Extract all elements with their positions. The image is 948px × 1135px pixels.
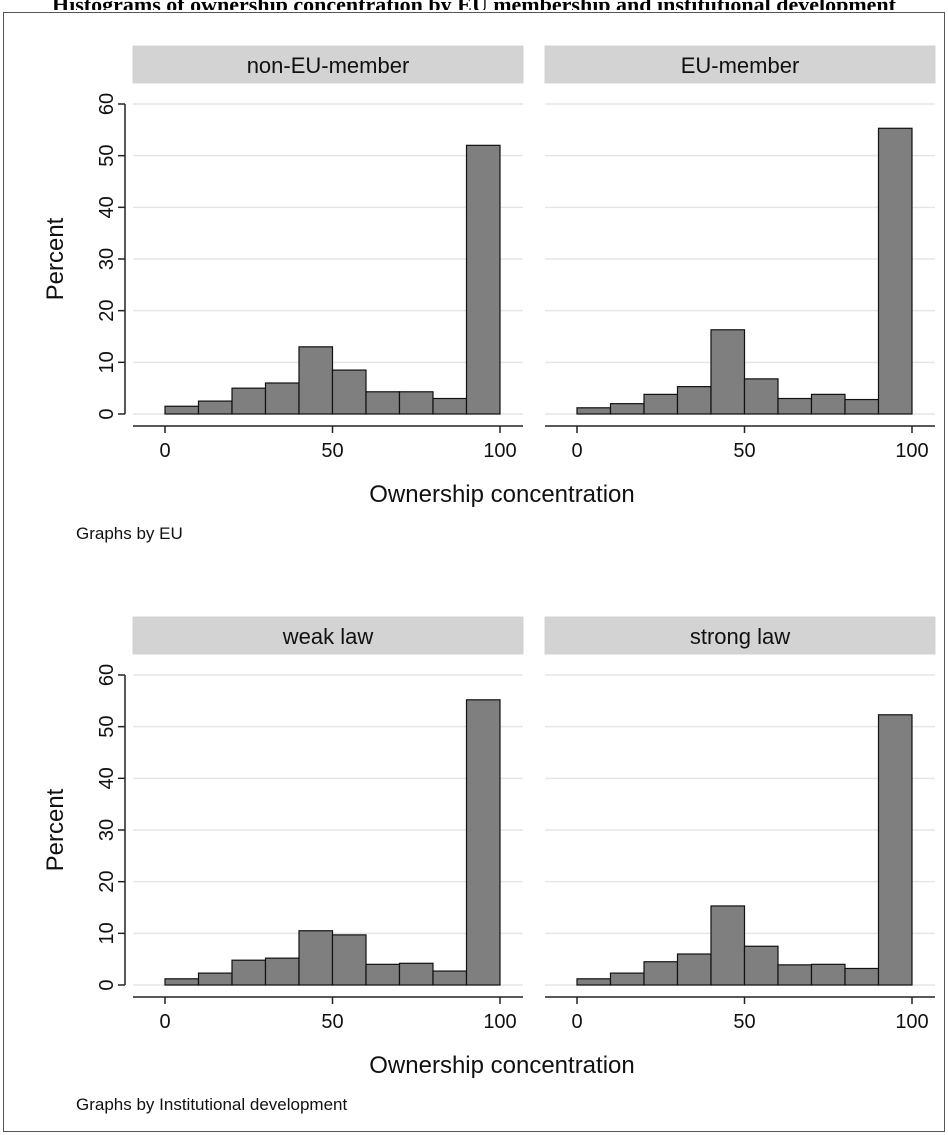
- histogram-bar: [810, 963, 846, 986]
- histogram-bar: [643, 393, 679, 415]
- histogram-bar: [743, 945, 779, 986]
- y-tick-label: 10: [96, 922, 118, 944]
- y-tick-label: 0: [96, 408, 118, 419]
- y-tick-label: 10: [96, 351, 118, 373]
- histogram-bar: [710, 329, 746, 415]
- x-tick-label: 0: [159, 440, 170, 462]
- histogram-bar: [164, 405, 200, 415]
- x-tick-label: 50: [733, 440, 755, 462]
- histogram-bar: [197, 972, 233, 986]
- y-axis-title: Percent: [42, 788, 69, 871]
- histogram-bar: [777, 964, 813, 986]
- panel-title: weak law: [282, 624, 374, 649]
- panel-strip: [544, 45, 936, 84]
- y-axis-title: Percent: [42, 217, 69, 300]
- y-tick-label: 20: [96, 871, 118, 893]
- panel-title: strong law: [690, 624, 790, 649]
- panel-strip: [544, 616, 936, 655]
- y-tick-label: 50: [96, 716, 118, 738]
- histogram-bar: [810, 393, 846, 415]
- histogram-bar: [331, 934, 367, 986]
- histogram-bar: [365, 963, 401, 986]
- histogram-bar: [331, 369, 367, 415]
- panel-strip: [132, 45, 524, 84]
- y-tick-label: 0: [96, 979, 118, 990]
- histogram-bar: [609, 972, 645, 986]
- y-tick-label: 20: [96, 300, 118, 322]
- x-tick-label: 50: [321, 440, 343, 462]
- x-axis-title: Ownership concentration: [369, 1052, 634, 1079]
- histogram-bar: [264, 382, 300, 415]
- page-title: Histograms of ownership concentration by…: [0, 0, 948, 10]
- panel-title: non-EU-member: [247, 53, 410, 78]
- y-tick-label: 60: [96, 664, 118, 686]
- histogram-bar: [877, 127, 913, 415]
- x-tick-label: 100: [483, 1011, 516, 1033]
- y-tick-label: 40: [96, 767, 118, 789]
- histogram-bar: [231, 959, 267, 986]
- y-tick-label: 50: [96, 145, 118, 167]
- y-tick-label: 40: [96, 196, 118, 218]
- x-tick-label: 0: [571, 440, 582, 462]
- x-tick-label: 50: [733, 1011, 755, 1033]
- histogram-bar: [231, 387, 267, 415]
- histogram-bar: [676, 953, 712, 986]
- histogram-bar: [432, 397, 468, 415]
- histogram-bar: [844, 967, 880, 986]
- histogram-bar: [844, 398, 880, 415]
- histogram-bar: [432, 970, 468, 986]
- histogram-bar: [710, 905, 746, 986]
- y-tick-label: 30: [96, 248, 118, 270]
- histogram-bar: [609, 403, 645, 415]
- x-tick-label: 100: [895, 1011, 928, 1033]
- histogram-bar: [298, 346, 334, 415]
- histogram-bar: [576, 978, 612, 986]
- histogram-bar: [465, 699, 501, 986]
- histogram-bar: [777, 397, 813, 415]
- group-note: Graphs by EU: [76, 524, 183, 543]
- histogram-bar: [164, 978, 200, 986]
- histogram-bar: [197, 400, 233, 415]
- x-tick-label: 50: [321, 1011, 343, 1033]
- figure-frame: [3, 12, 945, 1132]
- histogram-bar: [398, 391, 434, 415]
- y-tick-label: 30: [96, 819, 118, 841]
- histogram-bar: [743, 378, 779, 415]
- x-tick-label: 100: [895, 440, 928, 462]
- histogram-bar: [298, 930, 334, 986]
- x-tick-label: 0: [159, 1011, 170, 1033]
- y-tick-label: 60: [96, 93, 118, 115]
- group-note: Graphs by Institutional development: [76, 1095, 347, 1114]
- x-tick-label: 100: [483, 440, 516, 462]
- x-tick-label: 0: [571, 1011, 582, 1033]
- histogram-bar: [676, 386, 712, 415]
- panel-strip: [132, 616, 524, 655]
- panel-title: EU-member: [681, 53, 800, 78]
- histogram-bar: [465, 144, 501, 415]
- histogram-bar: [877, 714, 913, 986]
- histogram-bar: [264, 957, 300, 986]
- histogram-bar: [576, 407, 612, 415]
- histogram-bar: [643, 961, 679, 986]
- x-axis-title: Ownership concentration: [369, 481, 634, 508]
- histogram-bar: [365, 391, 401, 415]
- histogram-bar: [398, 962, 434, 986]
